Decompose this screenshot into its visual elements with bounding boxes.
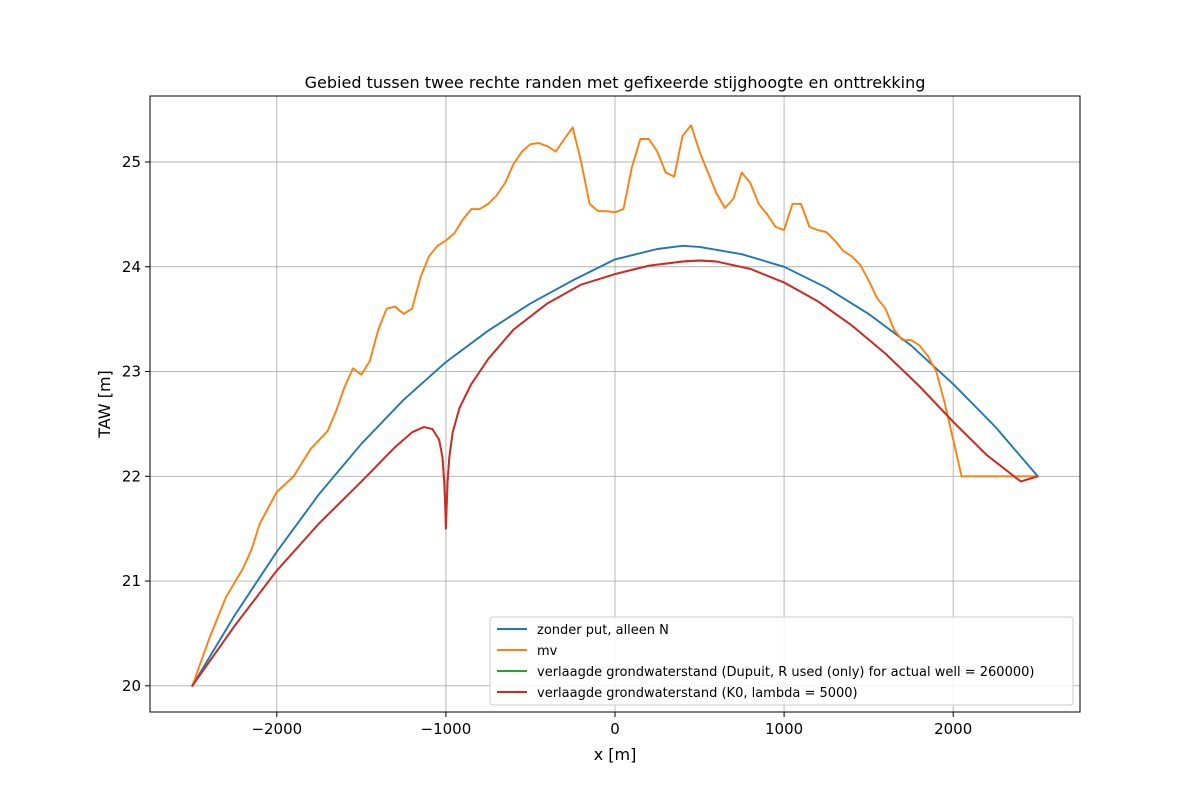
- legend: zonder put, alleen N mv verlaagde grondwat…: [489, 616, 1074, 706]
- x-tick-label: 1000: [765, 720, 803, 738]
- legend-label-0: zonder put, alleen N: [537, 623, 669, 638]
- series-line-0: [191, 244, 1039, 687]
- y-tick-label: 23: [122, 363, 141, 381]
- x-tick-label: −2000: [251, 720, 302, 738]
- legend-box: [489, 616, 1074, 706]
- y-tick-label: 22: [122, 467, 141, 485]
- axis-ticks: −2000 −1000 0 1000 2000 20 21 22 23 24 25: [122, 153, 972, 738]
- chart-title: Gebied tussen twee rechte randen met gef…: [305, 73, 926, 92]
- series-line-1: [191, 124, 1039, 687]
- legend-label-1: mv: [537, 644, 558, 659]
- x-tick-label: −1000: [421, 720, 472, 738]
- x-tick-label: 0: [610, 720, 620, 738]
- y-tick-label: 25: [122, 153, 141, 171]
- y-tick-label: 20: [122, 677, 141, 695]
- legend-label-3: verlaagde grondwaterstand (K0, lambda = …: [537, 686, 858, 701]
- y-tick-label: 24: [122, 258, 141, 276]
- y-axis-label: TAW [m]: [95, 370, 114, 439]
- series-lines: [191, 124, 1039, 687]
- legend-label-2: verlaagde grondwaterstand (Dupuit, R use…: [537, 665, 1034, 680]
- series-line-3: [191, 259, 1039, 687]
- x-tick-label: 2000: [934, 720, 972, 738]
- y-tick-label: 21: [122, 572, 141, 590]
- x-axis-label: x [m]: [594, 745, 637, 764]
- grid: [150, 96, 1080, 712]
